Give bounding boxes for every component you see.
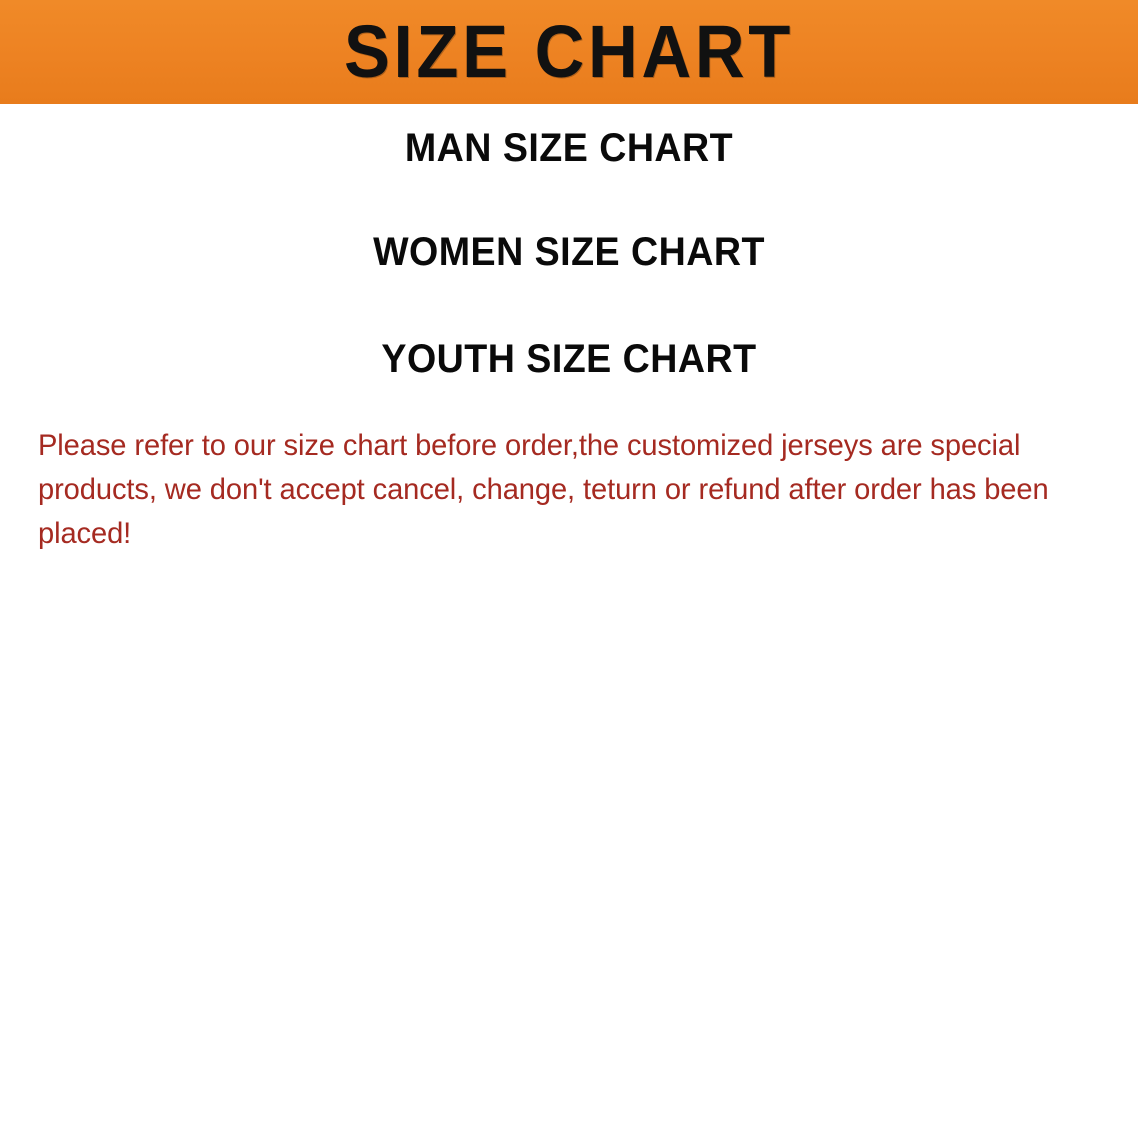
section-title-women: WOMEN SIZE CHART xyxy=(373,230,765,274)
banner: SIZE CHART xyxy=(0,0,1138,104)
section-title-youth: YOUTH SIZE CHART xyxy=(381,337,757,381)
page-title: SIZE CHART xyxy=(343,10,795,93)
disclaimer-text: Please refer to our size chart before or… xyxy=(38,429,1049,551)
section-title-man: MAN SIZE CHART xyxy=(404,126,734,170)
